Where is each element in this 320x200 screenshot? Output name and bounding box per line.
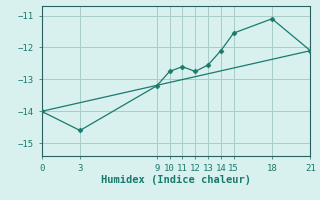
X-axis label: Humidex (Indice chaleur): Humidex (Indice chaleur): [101, 175, 251, 185]
